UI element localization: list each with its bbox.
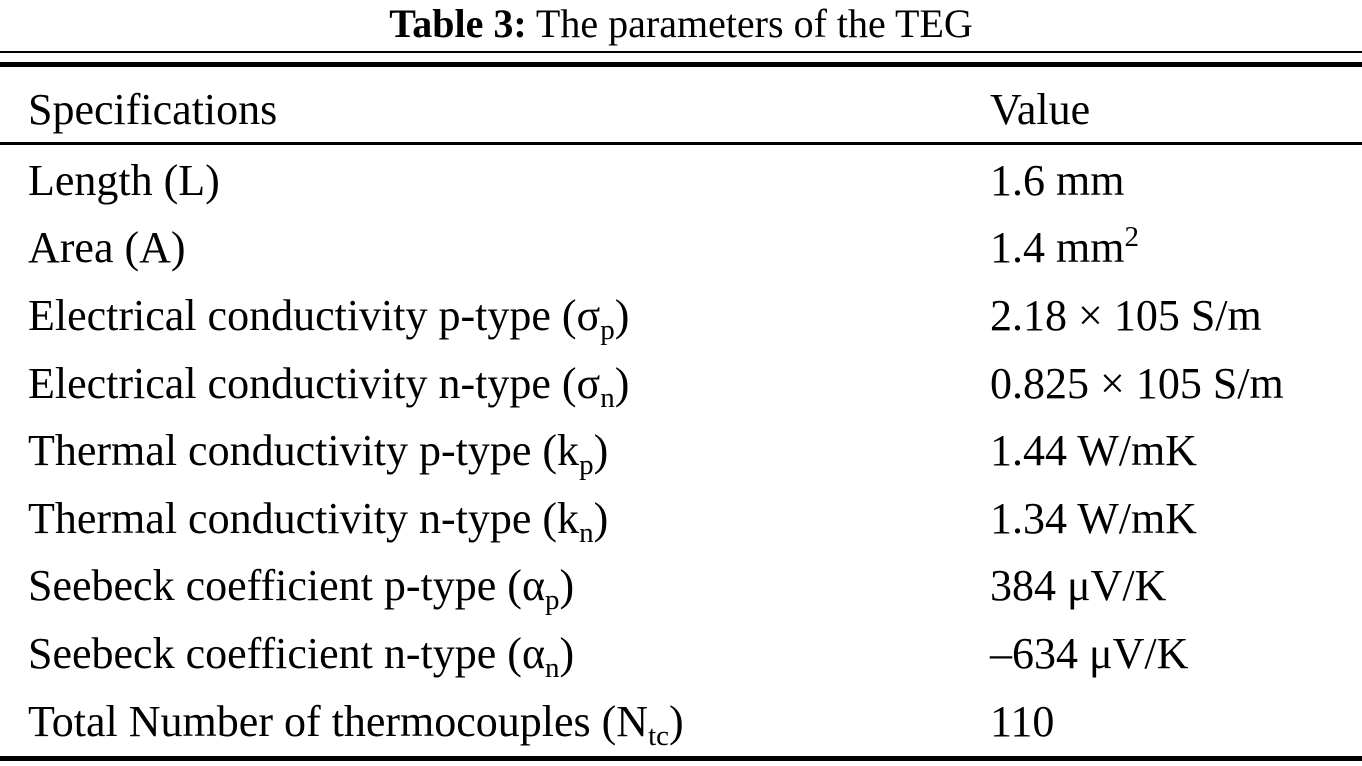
value-superscript: 2 — [1124, 221, 1139, 254]
table-row: Thermal conductivity p-type (kp) 1.44 W/… — [0, 417, 1362, 485]
spec-subscript: p — [545, 584, 560, 617]
value-cell: 1.44 W/mK — [990, 429, 1197, 473]
spec-text: Area (A) — [28, 223, 186, 273]
spec-cell: Total Number of thermocouples (Ntc) — [28, 696, 684, 750]
value-cell: 384 μV/K — [990, 564, 1166, 608]
bottom-rule — [0, 756, 1362, 761]
spec-text: Seebeck coefficient n-type (α — [28, 628, 545, 678]
value-cell: 1.34 W/mK — [990, 493, 1197, 543]
value-cell: 2.18 × 105 S/m — [990, 290, 1262, 340]
spec-text-close: ) — [614, 358, 630, 408]
spec-text: Electrical conductivity p-type (σ — [28, 290, 601, 340]
spec-subscript: tc — [648, 719, 670, 752]
spec-text-close: ) — [559, 561, 575, 611]
spec-cell: Thermal conductivity p-type (kp) — [28, 426, 609, 480]
spec-text: Thermal conductivity n-type (k — [28, 493, 580, 543]
spec-text-close: ) — [593, 426, 609, 476]
spec-text: Length (L) — [28, 155, 220, 205]
spec-subscript: n — [600, 381, 615, 414]
spec-subscript: p — [579, 449, 594, 482]
spec-text: Total Number of thermocouples (N — [28, 696, 649, 746]
table-title-label: Table 3: — [389, 1, 527, 46]
spec-text-close: ) — [559, 628, 575, 678]
spec-cell: Area (A) — [28, 226, 186, 270]
value-text: 0.825 × 105 S/m — [990, 358, 1284, 408]
value-cell: 1.6 mm — [990, 155, 1125, 205]
table-row: Area (A) 1.4 mm2 — [0, 215, 1362, 283]
value-cell: 0.825 × 105 S/m — [990, 358, 1284, 408]
spec-text: Seebeck coefficient p-type (α — [28, 561, 545, 611]
header-rule — [0, 142, 1362, 145]
value-cell: –634 μV/K — [990, 628, 1189, 678]
table-row: Thermal conductivity n-type (kn) 1.34 W/… — [0, 485, 1362, 553]
value-text: –634 μV/K — [990, 628, 1189, 678]
table-row: Seebeck coefficient n-type (αn) –634 μV/… — [0, 620, 1362, 688]
value-text: 1.4 mm — [990, 223, 1125, 273]
spec-subscript: n — [545, 651, 560, 684]
top-rule-thin — [0, 51, 1362, 53]
spec-text: Thermal conductivity p-type (k — [28, 426, 580, 476]
value-cell: 1.4 mm2 — [990, 223, 1139, 273]
spec-cell: Seebeck coefficient n-type (αn) — [28, 628, 575, 682]
value-cell: 110 — [990, 696, 1055, 746]
spec-subscript: n — [579, 516, 594, 549]
table-row: Seebeck coefficient p-type (αp) 384 μV/K — [0, 553, 1362, 621]
value-text: 384 μV/K — [990, 561, 1167, 611]
table-row: Electrical conductivity p-type (σp) 2.18… — [0, 282, 1362, 350]
value-text: 1.44 W/mK — [990, 426, 1197, 476]
value-text: 1.34 W/mK — [990, 493, 1197, 543]
value-text: 1.6 mm — [990, 155, 1125, 205]
spec-text-close: ) — [669, 696, 684, 746]
table-title: Table 3: The parameters of the TEG — [0, 0, 1362, 48]
spec-subscript: p — [600, 313, 615, 346]
spec-cell: Length (L) — [28, 155, 220, 205]
table-row: Length (L) 1.6 mm — [0, 147, 1362, 215]
table-row: Total Number of thermocouples (Ntc) 110 — [0, 688, 1362, 756]
table-body: Length (L) 1.6 mm Area (A) 1.4 mm2 Elect… — [0, 147, 1362, 755]
value-text: 110 — [990, 696, 1055, 746]
spec-cell: Electrical conductivity n-type (σn) — [28, 358, 630, 412]
column-header-value: Value — [990, 85, 1091, 134]
column-header-specifications: Specifications — [28, 85, 278, 134]
spec-cell: Thermal conductivity n-type (kn) — [28, 493, 609, 547]
top-rule-thick — [0, 62, 1362, 67]
table-title-text: The parameters of the TEG — [526, 1, 973, 46]
table-row: Electrical conductivity n-type (σn) 0.82… — [0, 350, 1362, 418]
spec-text-close: ) — [593, 493, 609, 543]
spec-cell: Seebeck coefficient p-type (αp) — [28, 561, 575, 615]
spec-text: Electrical conductivity n-type (σ — [28, 358, 601, 408]
value-text: 2.18 × 105 S/m — [990, 290, 1262, 340]
spec-text-close: ) — [614, 290, 630, 340]
spec-cell: Electrical conductivity p-type (σp) — [28, 290, 630, 344]
